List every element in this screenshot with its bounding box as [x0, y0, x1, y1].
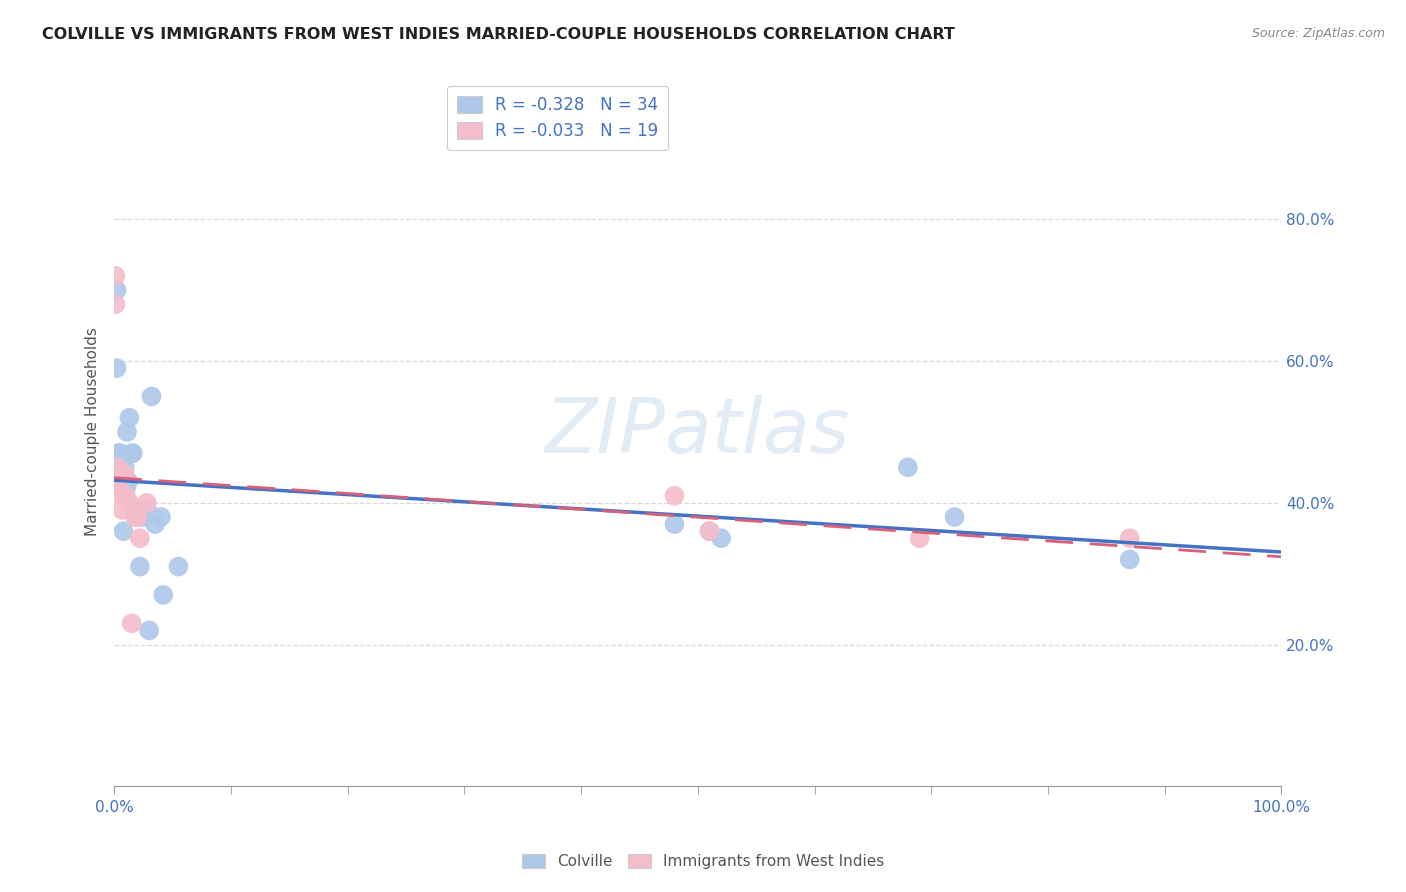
Point — [124, 503, 146, 517]
Point — [124, 510, 146, 524]
Point — [108, 453, 131, 467]
Point — [108, 467, 131, 482]
Point — [127, 510, 149, 524]
Point — [110, 453, 132, 467]
Point — [128, 559, 150, 574]
Point — [1118, 552, 1140, 566]
Point — [167, 559, 190, 574]
Point — [105, 283, 128, 297]
Point — [135, 503, 157, 517]
Text: Source: ZipAtlas.com: Source: ZipAtlas.com — [1251, 27, 1385, 40]
Point — [1118, 531, 1140, 545]
Point — [132, 510, 155, 524]
Point — [141, 389, 163, 403]
Point — [699, 524, 721, 538]
Point — [114, 460, 136, 475]
Point — [121, 616, 143, 631]
Point — [121, 446, 143, 460]
Point — [117, 475, 139, 489]
Point — [112, 524, 135, 538]
Legend: R = -0.328   N = 34, R = -0.033   N = 19: R = -0.328 N = 34, R = -0.033 N = 19 — [447, 86, 668, 151]
Text: ZIPatlas: ZIPatlas — [546, 395, 851, 469]
Text: COLVILLE VS IMMIGRANTS FROM WEST INDIES MARRIED-COUPLE HOUSEHOLDS CORRELATION CH: COLVILLE VS IMMIGRANTS FROM WEST INDIES … — [42, 27, 955, 42]
Point — [135, 496, 157, 510]
Point — [152, 588, 174, 602]
Point — [114, 467, 136, 482]
Point — [115, 482, 138, 496]
Point — [138, 624, 160, 638]
Point — [128, 531, 150, 545]
Point — [118, 496, 141, 510]
Point — [115, 425, 138, 439]
Point — [111, 482, 134, 496]
Point — [110, 489, 132, 503]
Y-axis label: Married-couple Households: Married-couple Households — [86, 327, 100, 536]
Point — [897, 460, 920, 475]
Point — [108, 446, 131, 460]
Point — [107, 446, 129, 460]
Point — [118, 410, 141, 425]
Point — [104, 268, 127, 283]
Point — [664, 489, 686, 503]
Point — [104, 297, 127, 311]
Point — [149, 510, 172, 524]
Point — [710, 531, 733, 545]
Legend: Colville, Immigrants from West Indies: Colville, Immigrants from West Indies — [516, 848, 890, 875]
Point — [105, 361, 128, 376]
Point — [111, 503, 134, 517]
Point — [664, 517, 686, 532]
Point — [143, 517, 166, 532]
Point — [127, 510, 149, 524]
Point — [908, 531, 931, 545]
Point — [111, 467, 134, 482]
Point — [699, 524, 721, 538]
Point — [115, 489, 138, 503]
Point — [107, 460, 129, 475]
Point — [108, 482, 131, 496]
Point — [943, 510, 966, 524]
Point — [108, 467, 131, 482]
Point — [121, 446, 143, 460]
